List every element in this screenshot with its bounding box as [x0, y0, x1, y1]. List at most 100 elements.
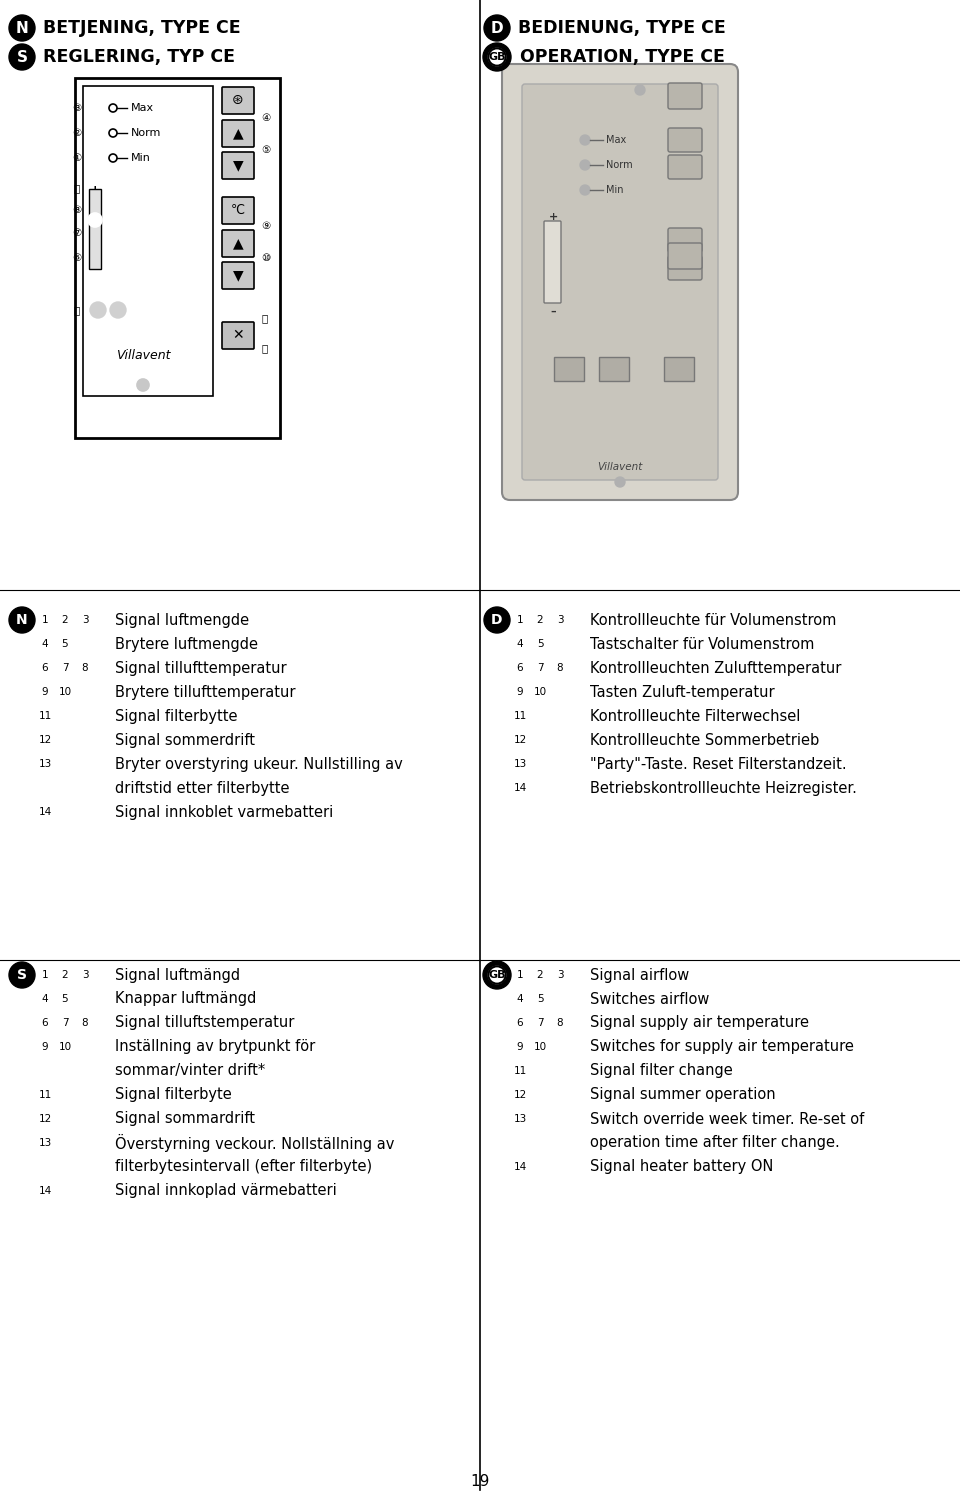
- Text: 12: 12: [38, 1114, 52, 1124]
- Circle shape: [56, 635, 74, 653]
- Circle shape: [36, 635, 54, 653]
- Text: 2: 2: [61, 970, 68, 980]
- Text: 8: 8: [557, 1018, 564, 1028]
- Text: 7: 7: [537, 1018, 543, 1028]
- Text: Knappar luftmängd: Knappar luftmängd: [115, 992, 256, 1007]
- Text: 3: 3: [82, 615, 88, 624]
- Text: 7: 7: [61, 1018, 68, 1028]
- Text: 5: 5: [537, 994, 543, 1004]
- Text: ①: ①: [72, 153, 82, 164]
- Text: Tastschalter für Volumenstrom: Tastschalter für Volumenstrom: [590, 636, 814, 651]
- FancyBboxPatch shape: [89, 189, 101, 269]
- Text: Signal tillufttemperatur: Signal tillufttemperatur: [115, 660, 287, 675]
- FancyBboxPatch shape: [83, 86, 213, 396]
- Text: BEDIENUNG, TYPE CE: BEDIENUNG, TYPE CE: [518, 20, 726, 38]
- Circle shape: [489, 48, 506, 66]
- Text: Kontrollleuchte Sommerbetrieb: Kontrollleuchte Sommerbetrieb: [590, 732, 819, 747]
- Circle shape: [511, 611, 529, 629]
- Circle shape: [531, 991, 549, 1009]
- FancyBboxPatch shape: [599, 357, 629, 381]
- Text: Signal filter change: Signal filter change: [590, 1064, 732, 1079]
- Text: ④: ④: [261, 113, 271, 123]
- Text: sommar/vinter drift*: sommar/vinter drift*: [115, 1064, 265, 1079]
- Circle shape: [511, 779, 529, 797]
- Circle shape: [511, 967, 529, 985]
- Text: Tasten Zuluft-temperatur: Tasten Zuluft-temperatur: [590, 684, 775, 699]
- Text: GB: GB: [489, 970, 506, 980]
- Text: REGLERING, TYP CE: REGLERING, TYP CE: [43, 48, 235, 66]
- FancyBboxPatch shape: [664, 357, 694, 381]
- Circle shape: [511, 635, 529, 653]
- Circle shape: [531, 1039, 549, 1057]
- Text: 8: 8: [557, 663, 564, 672]
- Text: ③: ③: [72, 104, 82, 113]
- FancyBboxPatch shape: [222, 230, 254, 257]
- Text: Signal filterbytte: Signal filterbytte: [115, 708, 237, 723]
- Text: –: –: [92, 261, 98, 275]
- Circle shape: [36, 991, 54, 1009]
- Text: 11: 11: [38, 1090, 52, 1100]
- FancyBboxPatch shape: [75, 78, 280, 438]
- Text: 6: 6: [41, 1018, 48, 1028]
- Text: 4: 4: [41, 639, 48, 648]
- Text: 8: 8: [82, 1018, 88, 1028]
- Text: 10: 10: [534, 1042, 546, 1052]
- Circle shape: [76, 1015, 94, 1033]
- Text: Norm: Norm: [606, 161, 633, 170]
- Text: 1: 1: [516, 615, 523, 624]
- Text: Max: Max: [131, 104, 155, 113]
- Text: S: S: [17, 968, 27, 982]
- Text: Min: Min: [131, 153, 151, 164]
- Circle shape: [36, 707, 54, 725]
- Circle shape: [511, 683, 529, 701]
- Circle shape: [531, 967, 549, 985]
- Circle shape: [56, 611, 74, 629]
- Text: Signal sommerdrift: Signal sommerdrift: [115, 732, 255, 747]
- Text: Signal filterbyte: Signal filterbyte: [115, 1088, 231, 1103]
- Text: 9: 9: [516, 687, 523, 696]
- Text: 10: 10: [534, 687, 546, 696]
- Text: 10: 10: [59, 687, 72, 696]
- Circle shape: [531, 611, 549, 629]
- FancyBboxPatch shape: [222, 87, 254, 114]
- Circle shape: [36, 803, 54, 821]
- FancyBboxPatch shape: [222, 152, 254, 179]
- Text: Signal innkoplad värmebatteri: Signal innkoplad värmebatteri: [115, 1183, 337, 1198]
- Circle shape: [36, 1087, 54, 1105]
- Text: operation time after filter change.: operation time after filter change.: [590, 1135, 840, 1150]
- Circle shape: [56, 1015, 74, 1033]
- Text: 3: 3: [557, 615, 564, 624]
- Circle shape: [56, 967, 74, 985]
- Text: "Party"-Taste. Reset Filterstandzeit.: "Party"-Taste. Reset Filterstandzeit.: [590, 757, 847, 772]
- Circle shape: [531, 635, 549, 653]
- Text: 2: 2: [537, 970, 543, 980]
- Circle shape: [76, 967, 94, 985]
- Text: Kontrollleuchte für Volumenstrom: Kontrollleuchte für Volumenstrom: [590, 612, 836, 627]
- Text: ⑥: ⑥: [72, 254, 82, 263]
- Circle shape: [551, 659, 569, 677]
- FancyBboxPatch shape: [222, 120, 254, 147]
- Circle shape: [511, 991, 529, 1009]
- Text: 3: 3: [82, 970, 88, 980]
- Circle shape: [90, 302, 106, 318]
- FancyBboxPatch shape: [522, 84, 718, 480]
- Circle shape: [9, 15, 35, 41]
- Text: Signal luftmängd: Signal luftmängd: [115, 968, 240, 983]
- FancyBboxPatch shape: [222, 323, 254, 350]
- Text: ⑩: ⑩: [261, 254, 271, 263]
- FancyBboxPatch shape: [502, 65, 738, 500]
- Text: OPERATION, TYPE CE: OPERATION, TYPE CE: [520, 48, 725, 66]
- Circle shape: [484, 606, 510, 633]
- Text: 12: 12: [514, 1090, 527, 1100]
- Text: 5: 5: [61, 639, 68, 648]
- Text: 12: 12: [38, 735, 52, 744]
- Text: 2: 2: [537, 615, 543, 624]
- FancyBboxPatch shape: [668, 83, 702, 110]
- Text: Signal supply air temperature: Signal supply air temperature: [590, 1016, 809, 1031]
- Circle shape: [551, 611, 569, 629]
- Text: Bryter overstyring ukeur. Nullstilling av: Bryter overstyring ukeur. Nullstilling a…: [115, 757, 403, 772]
- Text: Norm: Norm: [131, 128, 161, 138]
- Circle shape: [635, 86, 645, 95]
- Circle shape: [531, 683, 549, 701]
- Text: 1: 1: [516, 970, 523, 980]
